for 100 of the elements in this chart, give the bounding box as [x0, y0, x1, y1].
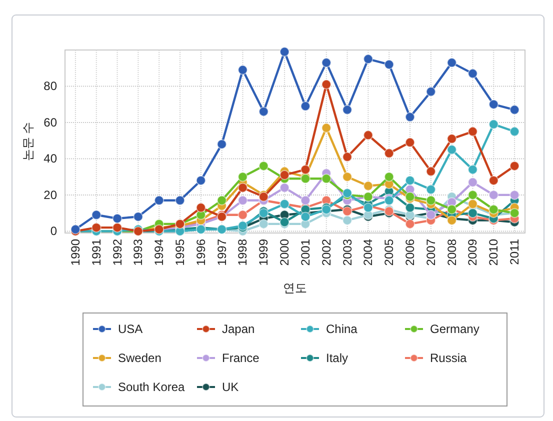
point	[405, 218, 415, 229]
point	[510, 190, 520, 200]
legend-label: South Korea	[118, 380, 186, 394]
point	[280, 182, 290, 193]
point	[300, 164, 310, 175]
point	[405, 112, 415, 122]
point	[446, 144, 457, 155]
point	[468, 68, 478, 79]
point	[300, 195, 310, 206]
point	[384, 59, 394, 70]
point	[216, 195, 227, 206]
point	[154, 195, 164, 206]
y-tick-label: 60	[44, 115, 58, 130]
point	[196, 202, 206, 213]
point	[238, 64, 248, 75]
point	[384, 172, 394, 182]
point	[468, 126, 478, 137]
point	[321, 122, 332, 133]
y-tick-label: 20	[44, 188, 58, 202]
point	[468, 190, 478, 200]
point	[510, 160, 520, 171]
point	[488, 204, 499, 214]
point	[133, 212, 144, 222]
x-tick-label: 2001	[298, 238, 312, 266]
point	[446, 58, 457, 68]
x-tick-label: 1990	[68, 238, 82, 266]
point	[405, 175, 415, 186]
y-tick-label: 40	[44, 152, 58, 166]
point	[468, 177, 478, 188]
point	[258, 160, 269, 171]
point	[342, 215, 352, 226]
point	[488, 99, 499, 110]
x-tick-label: 1992	[110, 238, 124, 266]
point	[91, 210, 102, 220]
point	[258, 218, 269, 229]
point	[384, 148, 394, 158]
y-axis-title: 논문 수	[21, 122, 35, 162]
legend-label: Sweden	[118, 351, 162, 365]
x-tick-label: 1994	[152, 238, 166, 266]
point	[342, 152, 352, 162]
point	[446, 134, 457, 144]
point	[488, 175, 499, 186]
point	[175, 195, 185, 206]
point	[216, 139, 227, 150]
point	[321, 58, 332, 68]
x-tick-label: 2003	[340, 238, 354, 266]
legend-label: China	[326, 322, 358, 336]
x-tick-label: 2006	[403, 238, 417, 266]
point	[363, 180, 374, 191]
point	[300, 101, 310, 112]
point	[342, 172, 352, 182]
point	[258, 106, 269, 117]
point	[238, 172, 248, 182]
point	[238, 210, 248, 220]
point	[405, 137, 415, 148]
x-tick-label: 2004	[361, 238, 376, 266]
point	[468, 208, 478, 218]
point	[426, 184, 436, 195]
point	[238, 195, 248, 206]
point	[238, 182, 248, 193]
x-tick-label: 2008	[444, 238, 459, 266]
point	[112, 214, 122, 224]
x-tick-label: 2007	[424, 238, 438, 266]
point	[426, 166, 436, 176]
x-tick-label: 1993	[131, 238, 146, 266]
legend-label: UK	[222, 380, 239, 394]
x-tick-label: 2005	[382, 238, 396, 266]
legend-label: Japan	[222, 322, 255, 336]
x-tick-label: 1999	[256, 238, 271, 266]
x-tick-label: 1991	[89, 238, 104, 266]
x-tick-label: 1996	[194, 238, 208, 266]
point	[363, 54, 374, 64]
point	[300, 212, 310, 222]
legend-label: Russia	[430, 351, 468, 365]
point	[488, 119, 499, 130]
point	[196, 175, 206, 186]
x-tick-label: 2011	[508, 238, 522, 265]
point	[426, 195, 436, 206]
legend-label: USA	[118, 322, 143, 336]
point	[321, 79, 332, 90]
x-axis-title: 연도	[283, 281, 307, 295]
point	[510, 126, 520, 137]
point	[321, 174, 332, 184]
x-tick-label: 1995	[173, 238, 187, 266]
x-tick-label: 2009	[466, 238, 480, 266]
point	[112, 222, 122, 233]
x-tick-label: 2010	[486, 238, 501, 266]
y-tick-label: 80	[44, 79, 58, 94]
point	[342, 104, 352, 115]
point	[426, 86, 436, 97]
legend-label: Italy	[326, 351, 348, 365]
point	[280, 170, 290, 180]
point	[280, 46, 290, 57]
point	[91, 222, 102, 233]
point	[488, 190, 499, 200]
y-tick-label: 0	[50, 224, 58, 238]
x-tick-label: 2000	[278, 238, 292, 266]
point	[405, 202, 415, 213]
point	[510, 104, 520, 115]
point	[363, 130, 374, 140]
